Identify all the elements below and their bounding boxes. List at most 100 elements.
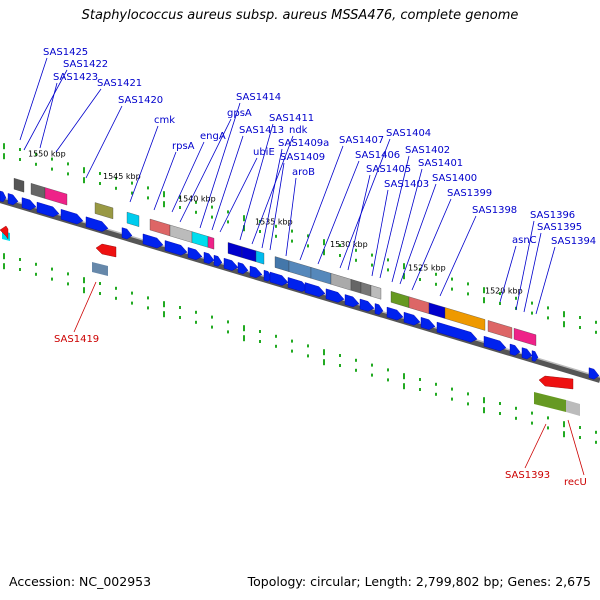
feature-block <box>566 400 580 416</box>
label-leader <box>85 105 123 179</box>
feature-block <box>13 177 25 193</box>
feature-block <box>44 187 68 206</box>
gene-label-forward: asnC <box>512 235 537 246</box>
kbp-label: 1535 kbp <box>255 218 293 227</box>
feature-block <box>149 218 171 237</box>
label-leader <box>339 138 391 269</box>
gene-label-forward: SAS1402 <box>405 145 450 156</box>
gene-label-forward: SAS1403 <box>384 179 429 190</box>
gene-arrow-forward <box>386 306 404 321</box>
feature-block <box>350 279 362 294</box>
gene-arrow-forward <box>60 209 84 225</box>
gene-arrow-forward <box>588 367 600 380</box>
feature-block <box>169 224 193 243</box>
gene-label-forward: cmk <box>154 115 175 126</box>
gene-label-forward: SAS1401 <box>418 158 463 169</box>
gene-arrow-forward <box>223 257 239 271</box>
gene-label-forward: SAS1420 <box>118 95 163 106</box>
label-leader <box>535 246 556 315</box>
feature-block <box>408 296 430 314</box>
gene-label-forward: SAS1421 <box>97 78 142 89</box>
gene-label-forward: SAS1405 <box>366 164 411 175</box>
gene-arrow-forward <box>420 317 436 330</box>
gene-arrow-forward <box>203 251 215 264</box>
feature-blocks <box>2 177 580 416</box>
feature-block <box>288 260 312 279</box>
label-leader <box>23 69 68 151</box>
label-leader <box>371 189 389 277</box>
gene-arrow-forward <box>121 227 133 240</box>
gene-arrow-forward <box>269 271 289 286</box>
feature-block <box>274 256 290 272</box>
label-leader <box>179 118 232 223</box>
label-leader <box>219 157 258 233</box>
label-leader <box>347 174 371 271</box>
gene-arrow-forward <box>374 303 384 315</box>
tick-marks <box>3 143 597 444</box>
feature-block <box>487 320 513 339</box>
gene-arrow-forward <box>213 254 223 267</box>
kbp-label: 1545 kbp <box>103 172 141 181</box>
label-leader <box>19 57 48 141</box>
gene-arrow-forward <box>164 240 188 256</box>
gene-arrow-forward <box>36 201 60 218</box>
gene-arrow-forward <box>142 233 164 249</box>
label-leader <box>499 245 517 303</box>
gene-arrow-forward <box>237 262 249 275</box>
label-leader <box>269 162 285 251</box>
label-leader <box>39 82 58 149</box>
gene-label-forward: SAS1409a <box>278 138 329 149</box>
gene-label-forward: aroB <box>292 167 315 178</box>
feature-block <box>92 262 108 276</box>
gene-label-forward: SAS1413 <box>239 125 284 136</box>
gene-arrow-forward <box>249 265 263 279</box>
label-leader <box>524 423 547 469</box>
label-leader <box>129 125 159 203</box>
label-leader <box>73 281 97 333</box>
feature-block <box>428 302 446 319</box>
accession-text: Accession: NC_002953 <box>9 574 152 589</box>
gene-arrow-forward <box>344 294 360 308</box>
feature-block <box>191 231 209 248</box>
feature-block <box>241 246 257 263</box>
gene-label-forward: gpsA <box>227 108 252 119</box>
gene-arrow-forward <box>0 190 7 203</box>
gene-arrow-forward <box>85 216 109 232</box>
label-leader <box>399 183 437 285</box>
label-leader <box>239 123 274 241</box>
gene-arrow-forward <box>483 335 507 352</box>
feature-block <box>94 202 114 220</box>
gene-label-reverse: recU <box>564 477 587 488</box>
gene-arrow-forward <box>521 347 533 360</box>
feature-block <box>310 267 332 285</box>
gene-arrow-reverse <box>0 225 9 240</box>
label-leader <box>515 220 535 311</box>
gene-label-forward: SAS1423 <box>53 72 98 83</box>
kbp-label: 1520 kbp <box>485 287 523 296</box>
gene-label-forward: SAS1409 <box>280 152 325 163</box>
gene-arrow-forward <box>21 197 37 211</box>
label-leader <box>153 151 177 211</box>
feature-block <box>360 282 372 297</box>
label-leader <box>199 102 241 229</box>
gene-label-forward: SAS1411 <box>269 113 314 124</box>
label-leader <box>55 88 102 153</box>
gene-label-forward: SAS1422 <box>63 59 108 70</box>
gene-arrows <box>0 190 600 390</box>
gene-arrow-forward <box>187 247 203 261</box>
gene-arrow-forward <box>531 350 539 362</box>
feature-block <box>126 211 140 227</box>
kbp-label: 1550 kbp <box>28 149 66 158</box>
gene-label-forward: SAS1398 <box>472 205 517 216</box>
gene-label-forward: ubiE <box>253 147 275 158</box>
gene-label-forward: SAS1407 <box>339 135 384 146</box>
feature-block <box>255 250 265 265</box>
feature-block <box>534 392 566 412</box>
feature-block <box>30 183 46 199</box>
gene-label-forward: SAS1399 <box>447 188 492 199</box>
gene-label-reverse: SAS1393 <box>505 470 550 481</box>
label-leaders <box>19 57 585 476</box>
label-leader <box>171 141 205 213</box>
